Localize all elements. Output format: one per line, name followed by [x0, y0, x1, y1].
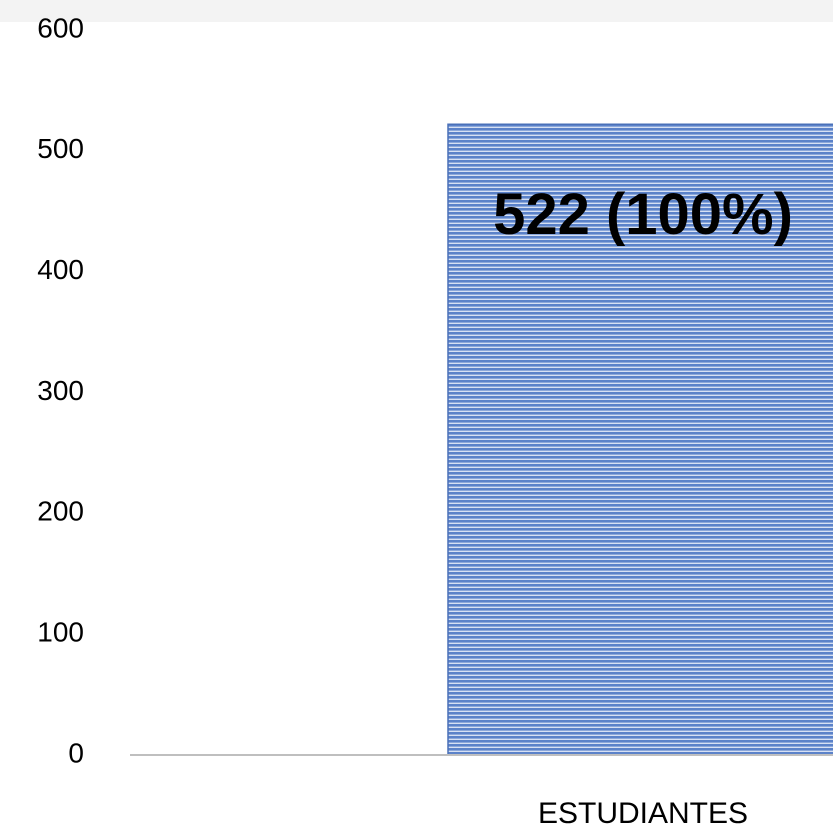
y-tick-label: 500 [37, 133, 84, 164]
y-tick-label: 100 [37, 617, 84, 648]
y-tick-label: 600 [37, 12, 84, 43]
top-band [0, 0, 833, 22]
data-label: 522 (100%) [493, 182, 793, 248]
y-tick-label: 300 [37, 375, 84, 406]
bar [447, 123, 833, 756]
y-tick-label: 400 [37, 254, 84, 285]
y-tick-label: 0 [68, 737, 84, 768]
x-tick-label: ESTUDIANTES [538, 797, 748, 830]
y-tick-label: 200 [37, 496, 84, 527]
